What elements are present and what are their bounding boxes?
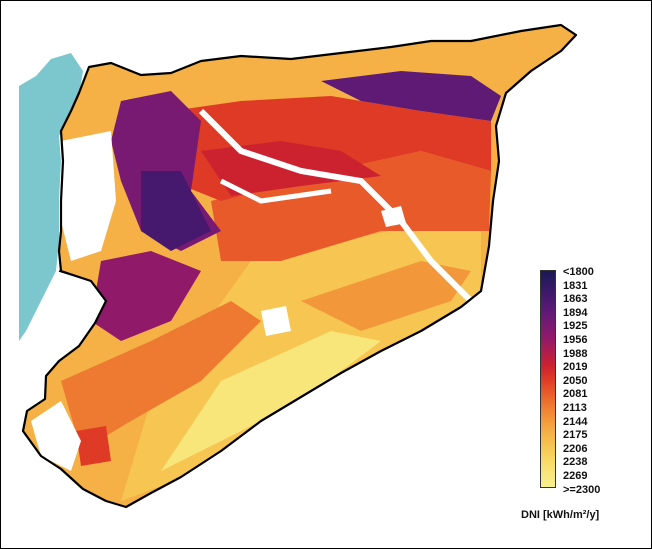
dni-zone-2269 bbox=[161, 331, 381, 471]
legend-label: 2175 bbox=[563, 429, 588, 442]
dni-zone-2144 bbox=[301, 261, 471, 331]
legend-label: <1800 bbox=[563, 266, 594, 278]
dni-zone-1863 bbox=[141, 171, 211, 251]
euphrates-river bbox=[198, 108, 474, 304]
legend-label: 1863 bbox=[563, 293, 588, 306]
lebanon-border bbox=[45, 270, 107, 377]
river-valley bbox=[219, 178, 332, 204]
dni-zone-2081 bbox=[211, 151, 491, 261]
legend-label: 2269 bbox=[563, 470, 588, 482]
legend-label: 2144 bbox=[563, 415, 588, 428]
legend-label: 1988 bbox=[563, 347, 588, 360]
no-data-patch bbox=[381, 206, 406, 227]
no-data-patch bbox=[261, 306, 291, 336]
dni-zone-1956 bbox=[91, 251, 201, 341]
legend-label: >=2300 bbox=[563, 483, 601, 496]
mediterranean-sea bbox=[19, 53, 83, 341]
dni-zone-1894 bbox=[321, 71, 501, 121]
legend-label: 1894 bbox=[563, 306, 588, 319]
legend-label: 2113 bbox=[563, 402, 587, 414]
no-data-west bbox=[61, 131, 116, 261]
no-data-south bbox=[31, 401, 81, 471]
legend-label: 1925 bbox=[563, 320, 588, 333]
legend-label: 1831 bbox=[563, 279, 588, 292]
legend-label: 2206 bbox=[563, 442, 588, 455]
legend-color-ramp bbox=[540, 270, 556, 488]
legend-label: 2081 bbox=[563, 388, 588, 401]
legend-unit-label: DNI [kWh/m²/y] bbox=[521, 509, 600, 521]
dni-zone-2113 bbox=[61, 301, 261, 451]
legend-label: 2050 bbox=[563, 374, 588, 387]
legend-label: 2019 bbox=[563, 361, 588, 374]
legend-label: 1956 bbox=[563, 334, 588, 346]
dni-zone-2050-south bbox=[76, 426, 111, 466]
legend-label: 2238 bbox=[563, 456, 588, 469]
